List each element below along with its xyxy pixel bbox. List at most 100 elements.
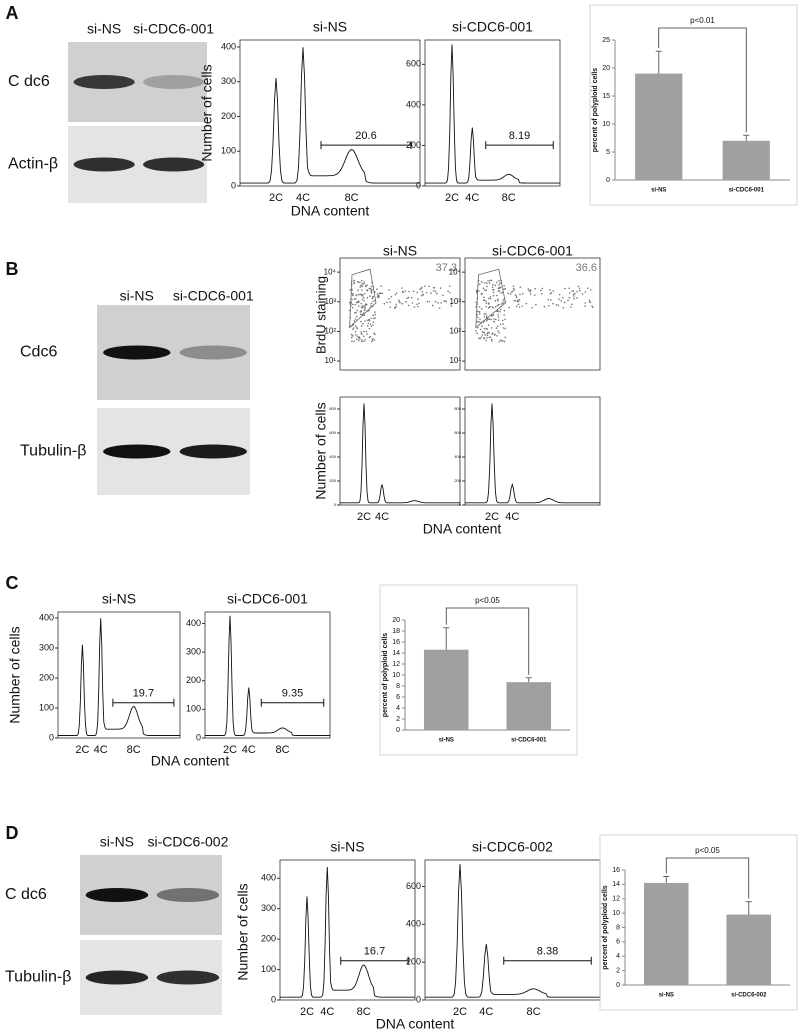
x-tick-label: si-NS [439,738,454,744]
plot-frame [339,396,461,506]
cell-dot [476,332,478,335]
histogram-curve [425,44,560,184]
y-tick-label: 600 [454,430,461,435]
cell-dot [357,300,360,302]
cell-dot [576,290,579,293]
cell-dot [487,297,490,300]
cell-dot [485,289,488,291]
cell-dot [504,318,506,321]
y-tick-label: 400 [406,919,421,929]
x-tick-label: 4C [94,744,108,756]
gate-bar [112,698,175,707]
y-tick-label: 0 [416,180,421,190]
cell-dot [478,310,481,313]
cell-dot [591,305,593,307]
cell-dot [486,334,489,336]
cell-dot [369,288,372,290]
y-tick-label: 400 [221,41,236,51]
cell-dot [490,279,493,282]
y-tick-label: 20 [392,617,400,624]
cell-dot [573,297,575,300]
y-tick-label: 200 [261,934,276,944]
cell-dot [493,289,495,291]
axis-label: DNA content [423,521,502,537]
cell-dot [361,340,363,343]
y-tick-label: 20 [602,65,610,72]
cell-dot [360,306,363,309]
cell-dot [410,297,413,299]
cell-dot [483,316,486,318]
cell-dot [376,288,378,291]
cell-dot [518,298,521,301]
x-tick-label: si-CDC6-001 [511,738,547,744]
x-tick-label: 2C [300,1006,314,1018]
cell-dot [370,302,373,305]
cell-dot [366,325,369,327]
cell-dot [359,286,362,288]
cell-dot [476,310,479,313]
y-tick-label: 14 [612,881,620,888]
y-tick-label: 10 [602,121,610,128]
cell-dot [372,321,375,323]
cell-dot [419,288,421,291]
panel-letter: C [6,573,19,593]
cell-dot [371,340,373,343]
panel-letter: B [6,259,19,279]
plot-frame [57,611,181,739]
x-tick-label: si-CDC6-002 [731,993,767,999]
cell-dot [358,336,361,339]
cell-dot [420,286,423,289]
y-tick-label: 0 [231,180,236,190]
cell-dot [521,292,524,295]
cell-dot [513,289,516,291]
cell-dot [584,302,587,304]
cell-dot [487,307,490,309]
cell-dot [412,290,415,293]
cell-dot [363,292,366,295]
cell-dot [374,311,376,313]
cell-dot [496,334,498,337]
y-tick-label: 100 [39,702,54,712]
cell-dot [357,305,360,307]
blot-band [73,75,135,89]
cell-dot [548,304,550,307]
y-tick-label: 4 [616,953,620,960]
cell-dot [493,334,496,336]
plot-frame [279,859,416,1001]
x-tick-label: 8C [275,744,289,756]
cell-dot [428,285,430,288]
cell-dot [485,314,488,317]
cell-dot [502,302,504,305]
cell-dot [503,309,506,312]
x-tick-label: 2C [269,192,283,204]
cell-dot [517,303,520,306]
cell-dot [572,293,575,296]
blot-band [103,345,171,360]
cell-dot [364,308,366,311]
cell-dot [420,287,423,290]
blot-band [73,157,135,172]
lane-label: si-NS [120,288,154,304]
cell-dot [552,290,555,292]
band-label: Cdc6 [20,344,57,361]
bar [635,73,683,180]
y-tick-label: 10 [612,910,620,917]
cell-dot [372,300,374,303]
cell-dot [495,327,498,329]
cell-dot [416,303,418,306]
blot-band [179,444,247,459]
chart-frame [589,4,798,206]
cell-dot [481,292,484,295]
x-tick-label: 4C [479,1006,493,1018]
cell-dot [352,328,354,331]
cell-dot [491,286,494,289]
cell-dot [354,330,357,333]
cell-dot [363,340,365,343]
cell-dot [476,326,479,329]
gate-value: 8.38 [537,946,558,958]
cell-dot [521,305,524,307]
cell-dot [486,285,488,288]
cell-dot [359,293,362,295]
cell-dot [510,291,513,293]
y-tick-label: 300 [221,76,236,86]
